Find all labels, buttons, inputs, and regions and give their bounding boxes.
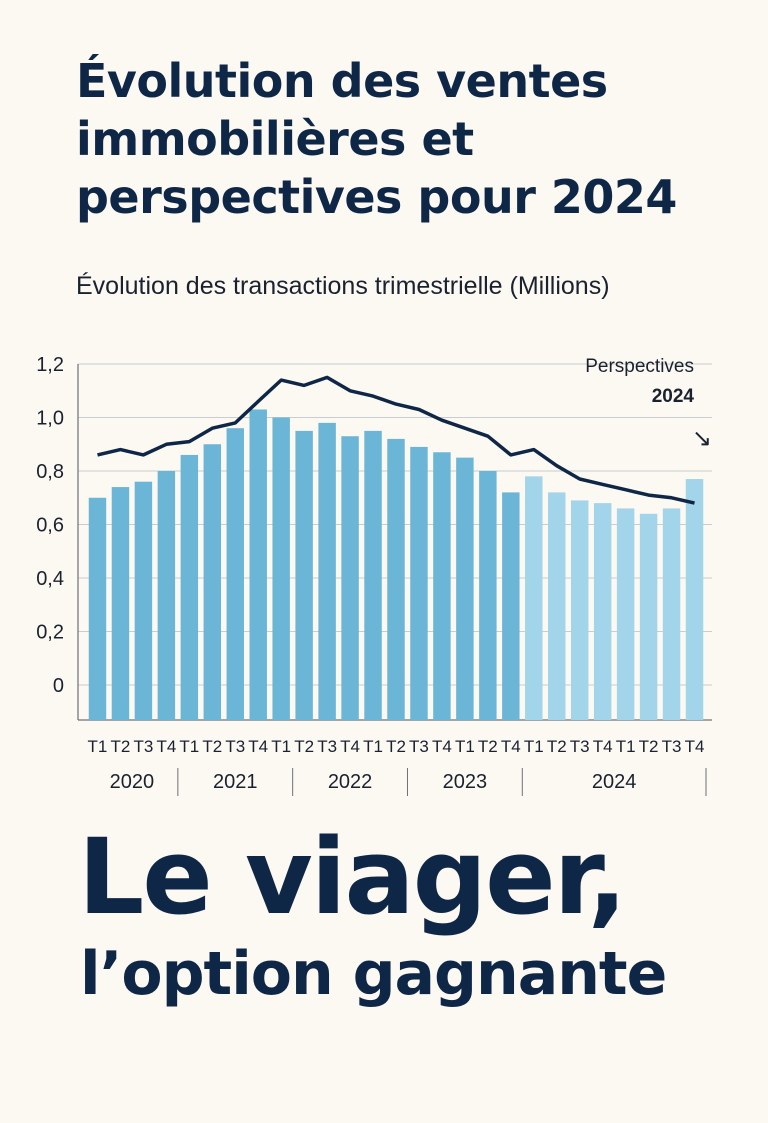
y-tick-label: 0: [53, 675, 64, 697]
year-label: 2023: [443, 771, 488, 793]
y-tick-label: 1,0: [36, 408, 64, 430]
x-tick-label: T4: [685, 737, 705, 756]
bar: [525, 476, 543, 720]
bar: [593, 503, 612, 720]
quarterly-transactions-chart: 00,20,40,60,81,01,2T1 T2 T3 T4 T1 T2 T3 T4 T1 T2 T…: [36, 354, 712, 796]
bar: [272, 417, 290, 720]
x-tick-label: T4: [156, 737, 176, 756]
bar: [341, 436, 359, 720]
year-label: 2021: [213, 771, 258, 793]
bar: [685, 479, 704, 720]
bar: [433, 452, 451, 720]
x-tick-label: T4: [248, 737, 268, 756]
tagline-main: Le viager,: [78, 816, 627, 938]
bar: [479, 471, 497, 720]
bar: [662, 508, 681, 720]
x-tick-label: T1: [616, 737, 636, 756]
bar: [226, 428, 244, 720]
bar: [203, 444, 222, 720]
x-tick-label: T1: [179, 737, 199, 756]
x-tick-label: T1: [455, 737, 475, 756]
tagline-sub: l’option gagnante: [80, 939, 667, 1009]
x-tick-label: T4: [432, 737, 452, 756]
bar: [134, 481, 153, 720]
annotation-arrow: ↘: [692, 425, 712, 452]
x-tick-label: T2: [111, 737, 131, 756]
bar: [548, 492, 566, 720]
year-label: 2024: [592, 771, 637, 793]
x-tick-label: T3: [409, 737, 429, 756]
page-title: Évolution des ventes immobilières et per…: [76, 54, 677, 224]
x-tick-label: T3: [225, 737, 245, 756]
x-tick-label: T2: [202, 737, 222, 756]
bar: [157, 471, 176, 720]
x-tick-label: T4: [340, 737, 360, 756]
bar: [364, 430, 382, 720]
bar: [295, 430, 313, 720]
x-tick-label: T3: [662, 737, 682, 756]
x-tick-label: T1: [363, 737, 383, 756]
x-tick-label: T3: [570, 737, 590, 756]
bar: [111, 487, 130, 720]
y-tick-label: 1,2: [36, 354, 64, 376]
x-tick-label: T1: [88, 737, 108, 756]
x-tick-label: T3: [317, 737, 337, 756]
x-tick-label: T2: [639, 737, 659, 756]
x-tick-label: T2: [478, 737, 498, 756]
bar: [502, 492, 520, 720]
y-tick-label: 0,2: [36, 622, 64, 644]
bar: [456, 457, 474, 720]
x-tick-label: T3: [133, 737, 153, 756]
bar: [570, 500, 589, 720]
trend-line: [97, 375, 695, 505]
bar: [410, 446, 428, 720]
y-tick-label: 0,4: [36, 568, 64, 590]
y-tick-label: 0,6: [36, 515, 64, 537]
x-tick-label: T2: [386, 737, 406, 756]
annotation-perspectives: Perspectives: [585, 356, 694, 377]
bar: [249, 409, 267, 720]
year-label: 2020: [110, 771, 155, 793]
x-tick-label: T4: [501, 737, 521, 756]
x-tick-label: T4: [593, 737, 613, 756]
y-tick-label: 0,8: [36, 461, 64, 483]
bar: [387, 438, 405, 720]
bar: [88, 497, 107, 720]
x-tick-label: T1: [524, 737, 544, 756]
bar: [180, 454, 199, 720]
bar: [318, 422, 336, 720]
bar: [616, 508, 635, 720]
chart-title: Évolution des transactions trimestrielle…: [76, 272, 610, 300]
annotation-year: 2024: [652, 386, 695, 407]
bar: [639, 513, 658, 720]
x-tick-label: T2: [547, 737, 567, 756]
year-label: 2022: [328, 771, 373, 793]
x-tick-label: T2: [294, 737, 314, 756]
x-tick-label: T1: [271, 737, 291, 756]
